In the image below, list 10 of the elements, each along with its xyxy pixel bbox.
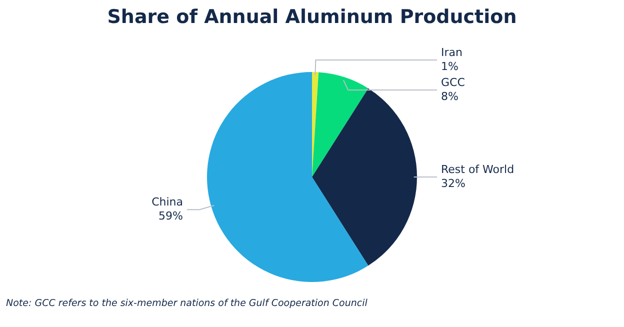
slice-label: GCC — [441, 76, 466, 89]
chart-title: Share of Annual Aluminum Production — [106, 6, 518, 30]
slice-label: China — [152, 196, 183, 208]
data-label: 1% — [441, 60, 458, 73]
data-label: 8% — [441, 90, 458, 103]
data-label: 32% — [441, 176, 466, 190]
slice-label: Iran — [441, 46, 463, 59]
data-label: 59% — [158, 210, 183, 222]
text: Note: GCC refers to the six-member nations of the Gulf Cooperation Council — [5, 298, 368, 309]
slice-label: Rest of World — [441, 162, 514, 176]
